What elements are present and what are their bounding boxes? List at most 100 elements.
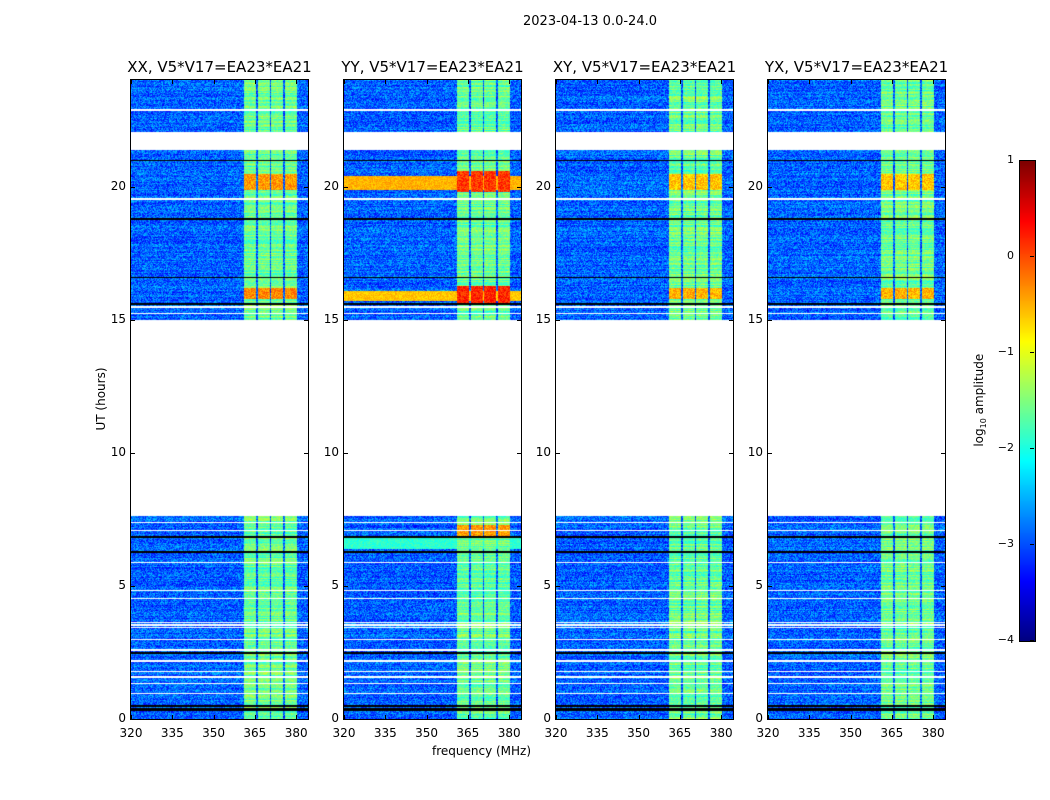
- y-tick-mark: [344, 452, 348, 454]
- colorbar-tick-label: −4: [997, 633, 1014, 646]
- x-tick-mark: [768, 715, 769, 719]
- x-tick-mark: [254, 80, 256, 84]
- x-tick-mark: [131, 80, 132, 84]
- y-tick-mark: [941, 319, 945, 321]
- x-tick-mark: [254, 715, 256, 719]
- y-tick-label: 10: [110, 444, 126, 459]
- x-tick-label: 365: [880, 726, 904, 740]
- x-tick-mark: [638, 80, 640, 84]
- x-tick-label: 335: [585, 726, 609, 740]
- x-tick-mark: [768, 80, 769, 84]
- x-tick-mark: [296, 80, 298, 84]
- y-axis-label: UT (hours): [94, 367, 108, 431]
- panel-title: XX, V5*V17=EA23*EA21: [127, 58, 312, 76]
- x-tick-mark: [891, 80, 893, 84]
- y-tick-label: 5: [331, 577, 339, 592]
- y-tick-label: 15: [535, 311, 551, 326]
- y-tick-mark: [304, 186, 308, 188]
- y-tick-mark: [556, 585, 560, 587]
- y-tick-mark: [729, 319, 733, 321]
- y-tick-label: 0: [331, 711, 339, 725]
- heatmap-cells: [768, 80, 945, 719]
- x-tick-label: 350: [415, 726, 439, 740]
- y-tick-label: 10: [323, 444, 339, 459]
- y-tick-mark: [517, 585, 521, 587]
- x-tick-label: 380: [921, 726, 945, 740]
- y-tick-label: 20: [323, 178, 339, 193]
- x-tick-mark: [131, 715, 132, 719]
- y-tick-mark: [768, 319, 772, 321]
- y-tick-mark: [304, 319, 308, 321]
- y-tick-label: 0: [543, 711, 551, 725]
- colorbar-label-suffix: amplitude: [971, 353, 986, 419]
- heatmap-cells: [556, 80, 733, 719]
- y-tick-mark: [941, 719, 945, 720]
- y-tick-label: 0: [755, 711, 763, 725]
- x-axis-label: frequency (MHz): [432, 744, 532, 758]
- x-tick-mark: [597, 715, 599, 719]
- x-tick-mark: [809, 715, 811, 719]
- x-tick-mark: [850, 80, 852, 84]
- y-tick-label: 10: [535, 444, 551, 459]
- y-tick-label: 20: [747, 178, 763, 193]
- colorbar-tick-label: −3: [997, 537, 1014, 550]
- y-tick-mark: [556, 452, 560, 454]
- x-tick-mark: [721, 80, 723, 84]
- x-tick-mark: [933, 80, 935, 84]
- y-tick-mark: [344, 186, 348, 188]
- x-tick-mark: [426, 715, 428, 719]
- y-tick-mark: [556, 319, 560, 321]
- x-tick-mark: [850, 715, 852, 719]
- y-tick-mark: [768, 719, 772, 720]
- x-tick-label: 350: [202, 726, 226, 740]
- y-tick-mark: [729, 186, 733, 188]
- x-tick-mark: [809, 80, 811, 84]
- x-tick-mark: [679, 80, 681, 84]
- x-tick-label: 350: [627, 726, 651, 740]
- panel-title: XY, V5*V17=EA23*EA21: [552, 58, 737, 76]
- x-tick-label: 350: [839, 726, 863, 740]
- panel-title: YX, V5*V17=EA23*EA21: [764, 58, 949, 76]
- x-tick-mark: [509, 715, 511, 719]
- colorbar-tick-label: 1: [1007, 153, 1014, 166]
- x-tick-mark: [556, 80, 557, 84]
- x-tick-mark: [679, 715, 681, 719]
- x-tick-mark: [172, 80, 174, 84]
- y-tick-label: 20: [110, 178, 126, 193]
- x-tick-label: 320: [756, 726, 780, 740]
- x-tick-label: 365: [243, 726, 267, 740]
- x-tick-label: 365: [456, 726, 480, 740]
- x-tick-mark: [213, 715, 215, 719]
- x-tick-label: 320: [119, 726, 143, 740]
- y-tick-mark: [768, 452, 772, 454]
- colorbar-tick-mark: [1030, 640, 1034, 641]
- y-tick-mark: [556, 719, 560, 720]
- x-tick-label: 365: [668, 726, 692, 740]
- x-tick-mark: [344, 715, 345, 719]
- y-tick-mark: [344, 319, 348, 321]
- x-tick-label: 320: [332, 726, 356, 740]
- x-tick-mark: [721, 715, 723, 719]
- x-tick-label: 335: [797, 726, 821, 740]
- colorbar-tick-label: −2: [997, 441, 1014, 454]
- y-tick-label: 20: [535, 178, 551, 193]
- y-tick-mark: [304, 719, 308, 720]
- x-tick-label: 335: [160, 726, 184, 740]
- x-tick-mark: [172, 715, 174, 719]
- y-tick-label: 15: [110, 311, 126, 326]
- x-tick-mark: [385, 80, 387, 84]
- y-tick-mark: [941, 186, 945, 188]
- x-tick-label: 380: [497, 726, 521, 740]
- y-tick-mark: [729, 719, 733, 720]
- y-tick-mark: [729, 585, 733, 587]
- y-tick-mark: [304, 585, 308, 587]
- heatmap-panel: [343, 79, 522, 720]
- x-tick-label: 380: [284, 726, 308, 740]
- y-tick-mark: [344, 585, 348, 587]
- colorbar-gradient: [1020, 161, 1035, 641]
- heatmap-panel: [767, 79, 946, 720]
- x-tick-mark: [467, 80, 469, 84]
- x-tick-mark: [385, 715, 387, 719]
- y-tick-mark: [517, 319, 521, 321]
- colorbar-tick-label: −1: [997, 345, 1014, 358]
